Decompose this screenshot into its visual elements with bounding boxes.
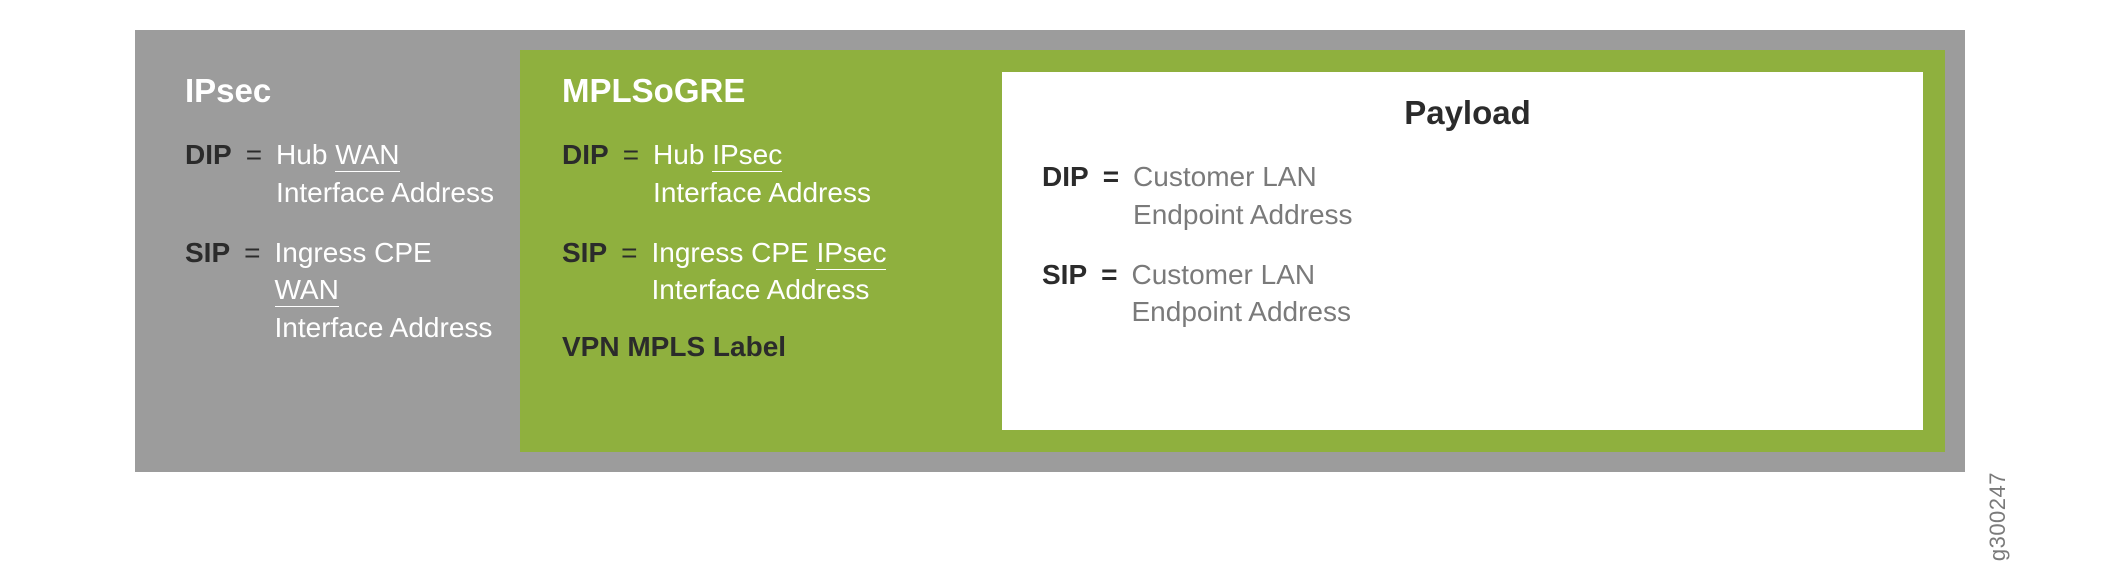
text: Ingress CPE [275, 237, 432, 268]
mplsogre-sip-value: Ingress CPE IPsec Interface Address [652, 234, 887, 310]
ipsec-sip-value: Ingress CPE WAN Interface Address [275, 234, 501, 347]
ipsec-layer: IPsec DIP = Hub WAN Interface Address SI… [135, 30, 520, 472]
text: Interface Address [275, 312, 493, 343]
mplsogre-layer: MPLSoGRE DIP = Hub IPsec Interface Addre… [520, 50, 1945, 452]
sip-label: SIP [1042, 256, 1087, 294]
ipsec-dip-value: Hub WAN Interface Address [276, 136, 494, 212]
equals-sign: = [1101, 256, 1117, 294]
underlined-text: IPsec [816, 237, 886, 270]
equals-sign: = [246, 136, 262, 174]
mplsogre-dip-row: DIP = Hub IPsec Interface Address [562, 136, 992, 212]
encapsulation-diagram: IPsec DIP = Hub WAN Interface Address SI… [135, 30, 1965, 472]
payload-title: Payload [1042, 94, 1893, 132]
equals-sign: = [621, 234, 637, 272]
dip-label: DIP [185, 136, 232, 174]
mplsogre-title: MPLSoGRE [562, 72, 992, 110]
underlined-text: WAN [275, 274, 339, 307]
equals-sign: = [1103, 158, 1119, 196]
text: Interface Address [652, 274, 870, 305]
sip-label: SIP [185, 234, 230, 272]
equals-sign: = [244, 234, 260, 272]
payload-dip-row: DIP = Customer LANEndpoint Address [1042, 158, 1893, 234]
payload-dip-value: Customer LANEndpoint Address [1133, 158, 1353, 234]
mplsogre-dip-value: Hub IPsec Interface Address [653, 136, 871, 212]
payload-sip-row: SIP = Customer LANEndpoint Address [1042, 256, 1893, 332]
text: Ingress CPE [652, 237, 817, 268]
vpn-mpls-label: VPN MPLS Label [562, 331, 992, 363]
text: Interface Address [653, 177, 871, 208]
mplsogre-content: MPLSoGRE DIP = Hub IPsec Interface Addre… [562, 72, 992, 430]
sip-label: SIP [562, 234, 607, 272]
underlined-text: IPsec [712, 139, 782, 172]
text: Hub [653, 139, 712, 170]
payload-sip-value: Customer LANEndpoint Address [1132, 256, 1352, 332]
underlined-text: WAN [335, 139, 399, 172]
text: Hub [276, 139, 335, 170]
mplsogre-sip-row: SIP = Ingress CPE IPsec Interface Addres… [562, 234, 992, 310]
ipsec-sip-row: SIP = Ingress CPE WAN Interface Address [185, 234, 500, 347]
equals-sign: = [623, 136, 639, 174]
ipsec-dip-row: DIP = Hub WAN Interface Address [185, 136, 500, 212]
figure-id: g300247 [1985, 472, 2011, 561]
payload-layer: Payload DIP = Customer LANEndpoint Addre… [1002, 72, 1923, 430]
dip-label: DIP [562, 136, 609, 174]
dip-label: DIP [1042, 158, 1089, 196]
ipsec-title: IPsec [185, 72, 500, 110]
text: Interface Address [276, 177, 494, 208]
